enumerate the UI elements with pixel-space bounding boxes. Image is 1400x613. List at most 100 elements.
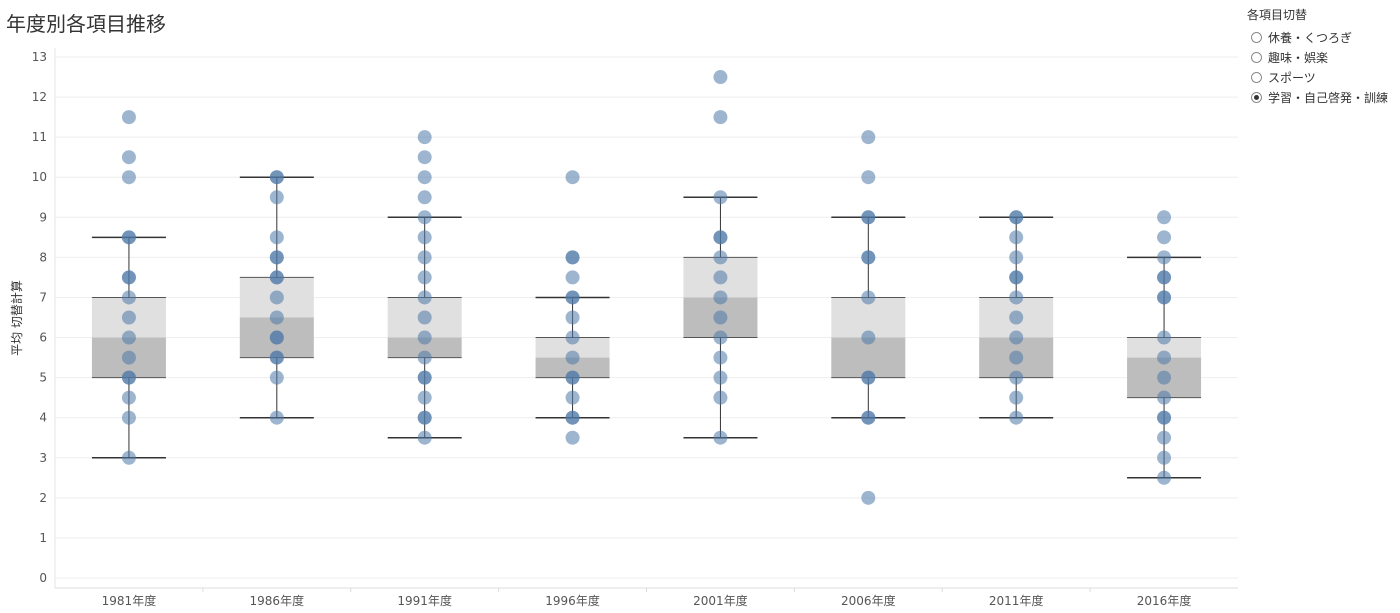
data-point	[1157, 430, 1172, 445]
item-switch-legend: 各項目切替 休養・くつろぎ 趣味・娯楽 スポーツ 学習・自己啓発・訓練	[1247, 6, 1388, 107]
data-point	[1009, 310, 1024, 325]
data-point	[565, 390, 580, 405]
y-tick-label: 11	[32, 130, 47, 144]
y-tick-label: 8	[39, 250, 47, 264]
x-tick-label: 1996年度	[545, 593, 600, 608]
data-point	[713, 190, 728, 205]
data-point	[1157, 230, 1172, 245]
legend-option-hobby[interactable]: 趣味・娯楽	[1247, 47, 1388, 67]
data-point	[713, 250, 728, 265]
y-tick-label: 13	[32, 50, 47, 64]
data-point	[417, 130, 432, 145]
data-point	[269, 270, 284, 285]
data-point	[269, 170, 284, 185]
x-tick-label: 1991年度	[397, 593, 452, 608]
x-tick-label: 2016年度	[1137, 593, 1192, 608]
y-tick-label: 10	[32, 170, 47, 184]
data-point	[861, 210, 876, 225]
data-point	[417, 410, 432, 425]
data-point	[713, 350, 728, 365]
radio-icon[interactable]	[1251, 31, 1262, 43]
data-point	[861, 330, 876, 345]
y-tick-label: 1	[39, 531, 47, 545]
data-point	[565, 370, 580, 385]
data-point	[861, 130, 876, 145]
data-point	[417, 350, 432, 365]
x-tick-label: 2006年度	[841, 593, 896, 608]
data-point	[713, 70, 728, 85]
data-point	[1157, 250, 1172, 265]
data-point	[1009, 330, 1024, 345]
radio-icon[interactable]	[1251, 51, 1262, 63]
data-point	[713, 230, 728, 245]
legend-option-label: 趣味・娯楽	[1268, 50, 1329, 65]
data-point	[1009, 390, 1024, 405]
y-tick-label: 5	[39, 371, 47, 385]
data-point	[1157, 410, 1172, 425]
legend-option-label: 休養・くつろぎ	[1268, 30, 1353, 45]
data-point	[1009, 350, 1024, 365]
data-point	[565, 170, 580, 185]
data-point	[861, 290, 876, 305]
data-point	[121, 230, 136, 245]
y-axis-label: 平均 切替計算	[9, 280, 24, 356]
data-point	[417, 430, 432, 445]
box-lower-half	[535, 357, 610, 378]
legend-option-rest[interactable]: 休養・くつろぎ	[1247, 27, 1388, 47]
data-point	[417, 230, 432, 245]
data-point	[417, 210, 432, 225]
data-point	[269, 250, 284, 265]
data-point	[417, 190, 432, 205]
data-point	[713, 110, 728, 125]
data-point	[565, 250, 580, 265]
data-point	[713, 370, 728, 385]
y-tick-label: 12	[32, 90, 47, 104]
legend-option-sports[interactable]: スポーツ	[1247, 67, 1388, 87]
box-lower-half	[387, 337, 462, 358]
data-point	[565, 350, 580, 365]
data-point	[269, 190, 284, 205]
data-point	[713, 430, 728, 445]
data-point	[565, 330, 580, 345]
data-point	[713, 390, 728, 405]
data-point	[1157, 270, 1172, 285]
data-point	[417, 250, 432, 265]
data-point	[417, 290, 432, 305]
legend-option-label: 学習・自己啓発・訓練	[1268, 90, 1389, 105]
x-tick-label: 1981年度	[102, 593, 157, 608]
data-point	[1009, 230, 1024, 245]
y-tick-label: 9	[39, 210, 47, 224]
data-point	[269, 330, 284, 345]
data-point	[1009, 210, 1024, 225]
data-point	[1157, 450, 1172, 465]
data-point	[861, 410, 876, 425]
y-tick-label: 0	[39, 571, 47, 585]
data-point	[565, 270, 580, 285]
data-point	[861, 250, 876, 265]
x-tick-label: 1986年度	[250, 593, 305, 608]
data-point	[1009, 410, 1024, 425]
data-point	[121, 330, 136, 345]
radio-icon[interactable]	[1251, 91, 1262, 103]
data-point	[1157, 290, 1172, 305]
data-point	[417, 390, 432, 405]
data-point	[1157, 350, 1172, 365]
data-point	[565, 430, 580, 445]
data-point	[417, 270, 432, 285]
y-tick-label: 4	[39, 411, 47, 425]
data-point	[121, 270, 136, 285]
data-point	[1157, 330, 1172, 345]
legend-option-study[interactable]: 学習・自己啓発・訓練	[1247, 87, 1388, 107]
y-tick-label: 2	[39, 491, 47, 505]
x-tick-label: 2001年度	[693, 593, 748, 608]
y-tick-label: 7	[39, 290, 47, 304]
data-point	[417, 370, 432, 385]
data-point	[1009, 250, 1024, 265]
data-point	[861, 370, 876, 385]
radio-icon[interactable]	[1251, 71, 1262, 83]
data-point	[1009, 370, 1024, 385]
data-point	[565, 410, 580, 425]
data-point	[121, 390, 136, 405]
chart-title: 年度別各項目推移	[6, 12, 166, 36]
